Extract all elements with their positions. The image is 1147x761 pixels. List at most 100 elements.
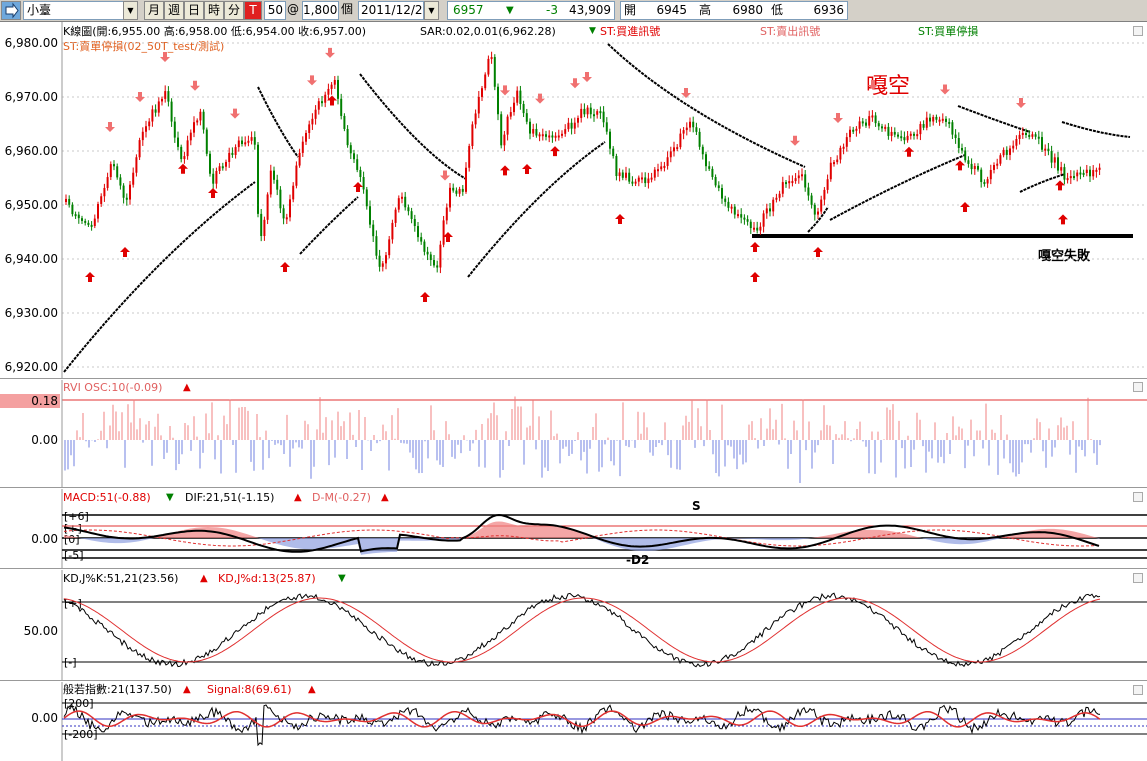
rvi-panel[interactable]: RVI OSC:10(-0.09) ▲ 0.18 0.00 bbox=[0, 380, 1147, 488]
candle-body bbox=[365, 189, 368, 207]
date-picker[interactable]: 2011/12/22 bbox=[358, 1, 424, 20]
candle-body bbox=[103, 187, 106, 197]
buy-signal-arrow bbox=[420, 292, 430, 302]
candle-body bbox=[823, 189, 826, 200]
candle-body bbox=[135, 157, 138, 173]
candle-body bbox=[257, 144, 259, 214]
candle-body bbox=[170, 101, 173, 122]
date-chevron-down-icon[interactable]: ▼ bbox=[424, 1, 439, 20]
candle-body bbox=[1060, 167, 1063, 171]
macd-title: MACD:51(-0.88) bbox=[63, 491, 151, 504]
candle-body bbox=[397, 198, 400, 210]
signal-line bbox=[63, 710, 1101, 728]
period-week-button[interactable]: 週 bbox=[164, 1, 184, 20]
chevron-down-icon[interactable]: ▼ bbox=[123, 1, 138, 20]
period-month-button[interactable]: 月 bbox=[144, 1, 164, 20]
panel-control-icon[interactable] bbox=[1133, 26, 1143, 36]
candle-body bbox=[519, 90, 522, 105]
candle-body bbox=[253, 137, 256, 145]
sar-curve bbox=[299, 196, 359, 255]
sell-signal-arrow bbox=[190, 80, 200, 91]
bias-chart-svg bbox=[61, 682, 1147, 761]
candle-body bbox=[1002, 149, 1005, 156]
candle-body bbox=[836, 159, 839, 163]
sell-signal-arrow bbox=[440, 170, 450, 181]
sell-signal-arrow bbox=[1016, 98, 1026, 108]
panel-control-icon[interactable] bbox=[1133, 573, 1143, 583]
candle-body bbox=[890, 131, 893, 136]
candle-body bbox=[84, 220, 87, 223]
sell-signal-arrow bbox=[105, 122, 115, 132]
candle-body bbox=[1015, 138, 1018, 146]
kd-panel[interactable]: KD,J%K:51,21(23.56) ▲ KD,J%d:13(25.87) ▼… bbox=[0, 570, 1147, 681]
symbol-select[interactable]: 小臺 bbox=[23, 1, 138, 20]
dif-title: DIF:21,51(-1.15) bbox=[185, 491, 275, 504]
candle-body bbox=[324, 94, 327, 103]
candle-body bbox=[1069, 176, 1072, 179]
period-tick-button[interactable]: T bbox=[244, 1, 262, 20]
dm-line bbox=[63, 529, 1100, 547]
candle-body bbox=[532, 128, 535, 134]
candle-body bbox=[717, 185, 720, 189]
candle-body bbox=[423, 241, 426, 252]
candle-body bbox=[359, 169, 362, 178]
candle-body bbox=[106, 177, 109, 188]
candle-body bbox=[343, 115, 346, 129]
period-hour-button[interactable]: 時 bbox=[204, 1, 224, 20]
candle-body bbox=[388, 239, 391, 256]
panel-control-icon[interactable] bbox=[1133, 492, 1143, 502]
open-label: 開 bbox=[624, 3, 637, 17]
candle-body bbox=[913, 133, 915, 136]
candle-body bbox=[65, 198, 67, 202]
candle-body bbox=[196, 120, 199, 123]
macd-chart-svg bbox=[61, 489, 1147, 568]
macd-area-negative bbox=[64, 538, 1100, 555]
candle-body bbox=[154, 109, 157, 113]
panel-control-icon[interactable] bbox=[1133, 685, 1143, 695]
sar-down-triangle-icon: ▼ bbox=[589, 26, 596, 36]
arrow-right-icon[interactable] bbox=[1, 1, 21, 20]
candle-body bbox=[433, 260, 435, 266]
candle-body bbox=[929, 117, 931, 122]
buy-signal-arrow bbox=[443, 232, 453, 242]
candle-body bbox=[801, 174, 803, 177]
sar-text: SAR:0.02,0.01(6,962.28) bbox=[420, 25, 556, 38]
count-input[interactable]: 1,800 bbox=[302, 1, 339, 20]
buy-signal-arrow bbox=[120, 247, 130, 257]
macd-area bbox=[64, 521, 1100, 538]
candle-body bbox=[193, 122, 195, 133]
candle-body bbox=[567, 122, 570, 130]
candle-body bbox=[685, 127, 688, 131]
candle-body bbox=[580, 108, 583, 118]
candle-body bbox=[730, 206, 733, 209]
period-day-button[interactable]: 日 bbox=[184, 1, 204, 20]
candle-body bbox=[829, 162, 832, 180]
candle-body bbox=[241, 140, 243, 145]
candle-body bbox=[90, 224, 93, 227]
candle-body bbox=[177, 137, 179, 147]
candle-body bbox=[477, 96, 480, 114]
candle-body bbox=[93, 218, 96, 227]
candle-body bbox=[983, 182, 986, 185]
candle-body bbox=[525, 113, 528, 122]
panel-control-icon[interactable] bbox=[1133, 382, 1143, 392]
candle-body bbox=[317, 101, 320, 110]
candle-body bbox=[999, 155, 1002, 164]
period-value-input[interactable]: 50 bbox=[264, 1, 286, 20]
candle-body bbox=[1031, 134, 1034, 137]
price-panel[interactable]: K線圖(開:6,955.00 高:6,958.00 低:6,954.00 收:6… bbox=[0, 22, 1147, 379]
buy-signal-arrow bbox=[353, 182, 363, 192]
candle-body bbox=[141, 131, 144, 141]
period-minute-button[interactable]: 分 bbox=[224, 1, 244, 20]
bias-panel[interactable]: 般若指數:21(137.50) ▲ Signal:8(69.61) ▲ [200… bbox=[0, 682, 1147, 761]
candle-body bbox=[833, 162, 835, 165]
candle-body bbox=[132, 172, 135, 185]
candle-body bbox=[490, 57, 493, 60]
y-tick-6940: 6,940.00 bbox=[4, 252, 58, 266]
macd-panel[interactable]: MACD:51(-0.88) ▼ DIF:21,51(-1.15) ▲ D-M(… bbox=[0, 489, 1147, 569]
low-label: 低 bbox=[771, 3, 784, 17]
down-triangle-icon: ▼ bbox=[506, 5, 514, 16]
signal-title: Signal:8(69.61) bbox=[207, 683, 292, 696]
rvi-marker-box bbox=[0, 394, 60, 408]
candle-body bbox=[737, 214, 739, 217]
